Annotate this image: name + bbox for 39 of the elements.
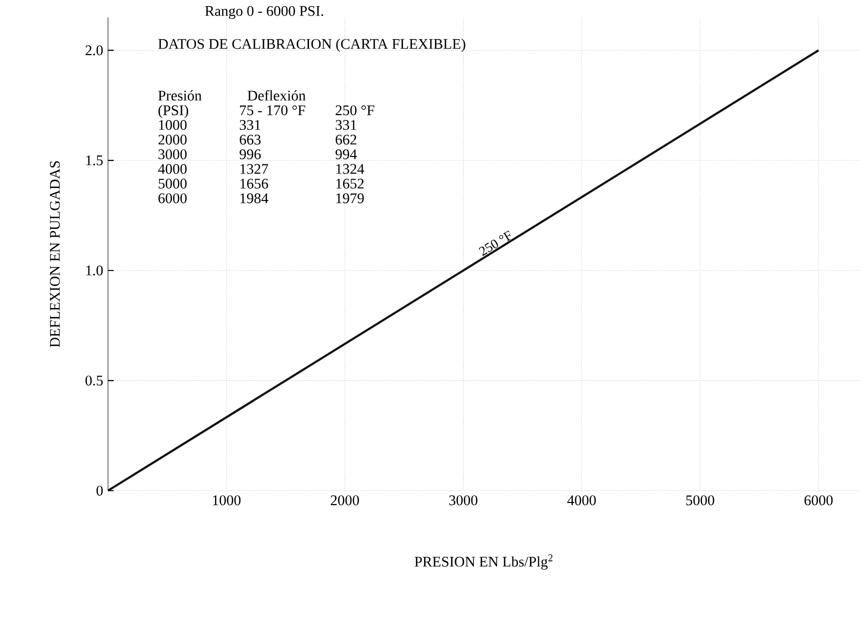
y-axis-title: DEFLEXION EN PULGADAS	[50, 161, 60, 348]
x-tick-label: 4000	[567, 495, 596, 506]
annotation: 250 °F	[478, 230, 511, 256]
annotation: 3000	[158, 149, 187, 160]
chart-title: Rango 0 - 6000 PSI.	[205, 6, 324, 19]
y-tick-label: 1.5	[86, 155, 103, 166]
annotation: Deflexión	[248, 90, 306, 100]
x-tick-label: 2000	[330, 495, 359, 506]
x-tick-label: 5000	[686, 495, 714, 506]
y-tick-label: 0	[96, 486, 103, 496]
annotation: 994	[336, 149, 357, 160]
annotation: 996	[240, 149, 261, 160]
annotation: 4000	[158, 164, 187, 174]
annotation: 1656	[240, 178, 268, 188]
x-tick-label: 6000	[804, 495, 833, 506]
annotation: 1000	[159, 120, 187, 130]
annotation: 75 - 170 °F	[240, 105, 306, 116]
annotation: (PSI)	[158, 104, 188, 118]
annotation: 662	[336, 134, 356, 144]
y-tick-label: 0.5	[86, 375, 103, 386]
annotation: 250 °F	[336, 105, 374, 116]
y-tick-label: 1.0	[86, 265, 103, 276]
annotation: 2000	[158, 134, 187, 144]
x-tick-label: 3000	[449, 495, 478, 506]
x-axis-title: PRESION EN Lbs/Plg$^{2}$	[414, 554, 552, 570]
x-tick-label: 1000	[213, 495, 241, 506]
annotation: 331	[240, 120, 260, 130]
annotation: 6000	[158, 193, 187, 204]
y-tick-label: 2.0	[86, 45, 103, 56]
text: DATOS DE CALIBRACION (CARTA FLEXIBLE)	[158, 38, 466, 52]
annotation: 331	[336, 120, 356, 130]
annotation: 1984	[240, 193, 268, 204]
annotation: 1979	[336, 193, 364, 204]
annotation: 663	[240, 134, 261, 144]
annotation: 1324	[336, 164, 364, 174]
annotation: 1652	[336, 178, 364, 188]
annotation: Presión	[158, 90, 202, 100]
annotation: 1327	[240, 164, 268, 174]
annotation: 5000	[158, 178, 187, 188]
